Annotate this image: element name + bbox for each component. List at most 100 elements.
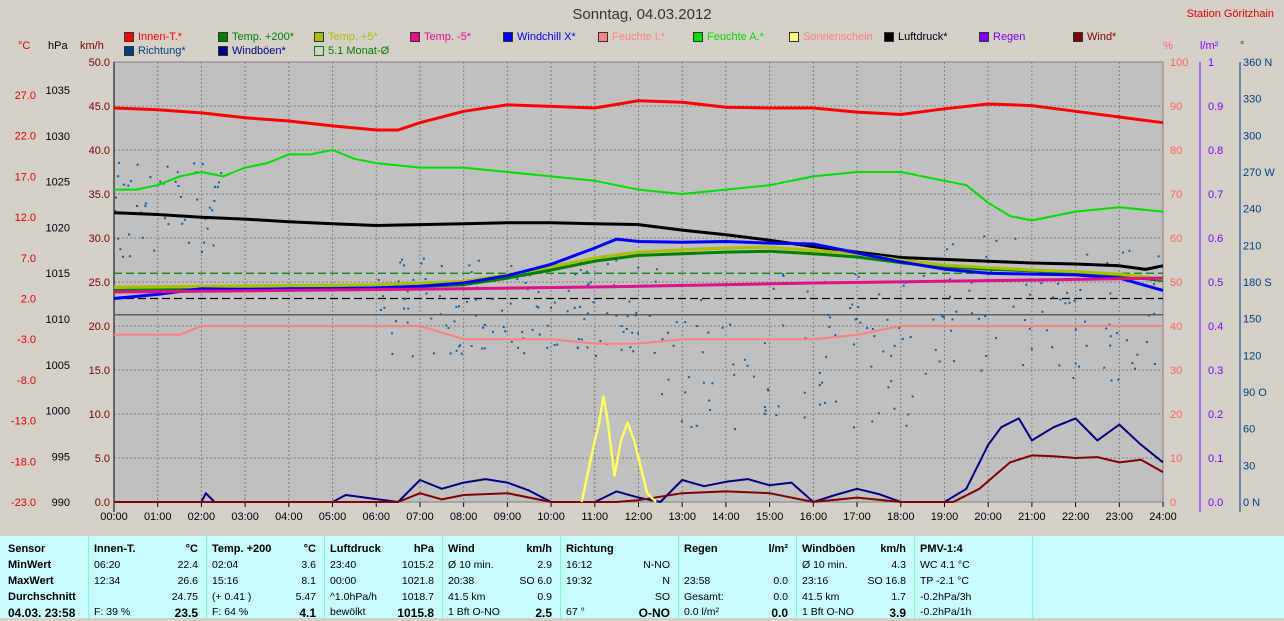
direction-point <box>767 389 770 392</box>
dir-tick-label: 270 W <box>1243 167 1275 179</box>
footer-cell-value: 1015.2 <box>401 559 434 571</box>
direction-point <box>1108 323 1111 326</box>
series-line <box>113 99 1164 132</box>
direction-point <box>149 176 152 179</box>
direction-point <box>655 268 658 271</box>
x-tick-label: 09:00 <box>494 511 522 523</box>
direction-point <box>948 295 951 298</box>
x-tick-label: 01:00 <box>144 511 172 523</box>
direction-point <box>994 336 997 339</box>
direction-point <box>546 324 549 327</box>
direction-point <box>1045 329 1048 332</box>
direction-point <box>1115 332 1118 335</box>
direction-point <box>181 222 184 225</box>
direction-point <box>535 305 538 308</box>
direction-point <box>502 326 505 329</box>
footer-cell-value: 4.1 <box>299 606 316 620</box>
direction-point <box>1157 255 1160 258</box>
legend-item: Sonnenschein <box>789 31 873 43</box>
direction-point <box>763 406 766 409</box>
direction-point <box>684 391 687 394</box>
footer-col-pmv: PMV-1:4 WC 4.1 °C TP -2.1 °C -0.2hPa/3h -0.2… <box>914 536 1033 618</box>
direction-point <box>772 287 775 290</box>
direction-point <box>216 186 219 189</box>
rain-tick-label: 0.5 <box>1208 277 1223 289</box>
series-line <box>114 454 1164 503</box>
direction-point <box>127 184 130 187</box>
footer-col-header: Wind <box>448 543 475 555</box>
direction-point <box>1121 251 1124 254</box>
direction-point <box>206 227 209 230</box>
legend-item: Windchill X* <box>503 31 576 43</box>
row-label-avg: Durchschnitt <box>8 591 76 603</box>
press-tick-label: 1020 <box>46 222 70 234</box>
direction-point <box>687 376 690 379</box>
legend-swatch <box>789 32 799 42</box>
direction-point <box>403 298 406 301</box>
direction-point <box>203 241 206 244</box>
direction-point <box>586 312 589 315</box>
direction-point <box>825 355 828 358</box>
footer-cell-label: Ø 10 min. <box>802 559 848 571</box>
direction-point <box>524 281 527 284</box>
wind-tick-label: 0.0 <box>95 497 110 509</box>
footer-cell-value: 3.9 <box>889 606 906 620</box>
direction-point <box>828 316 831 319</box>
direction-point <box>667 331 670 334</box>
x-tick-label: 22:00 <box>1062 511 1090 523</box>
direction-point <box>922 274 925 277</box>
direction-point <box>377 278 380 281</box>
direction-point <box>383 306 386 309</box>
legend-swatch <box>693 32 703 42</box>
direction-point <box>574 273 577 276</box>
direction-point <box>661 338 664 341</box>
hum-tick-label: 40 <box>1170 321 1182 333</box>
direction-point <box>1025 283 1028 286</box>
direction-point <box>406 290 409 293</box>
temp-tick-label: 12.0 <box>15 212 36 224</box>
direction-point <box>122 183 125 186</box>
direction-point <box>455 349 458 352</box>
direction-point <box>702 381 705 384</box>
direction-point <box>1153 283 1156 286</box>
direction-point <box>1131 362 1134 365</box>
footer-cell-value: SO 6.0 <box>519 575 552 587</box>
direction-point <box>654 280 657 283</box>
direction-point <box>859 321 862 324</box>
footer-cell-label: 20:38 <box>448 575 475 587</box>
direction-point <box>907 413 910 416</box>
wind-tick-label: 5.0 <box>95 453 110 465</box>
direction-point <box>855 317 858 320</box>
rain-tick-label: 0.3 <box>1208 365 1223 377</box>
footer-cell-label: 41.5 km <box>802 591 840 603</box>
direction-point <box>852 343 855 346</box>
direction-point <box>523 352 526 355</box>
direction-point <box>873 335 876 338</box>
direction-point <box>1030 347 1033 350</box>
footer-cell-label: F: 39 % <box>94 606 131 618</box>
x-tick-label: 23:00 <box>1106 511 1134 523</box>
footer-cell-value: 22.4 <box>177 559 198 571</box>
direction-point <box>854 273 857 276</box>
wind-tick-label: 50.0 <box>89 57 110 69</box>
x-tick-label: 05:00 <box>319 511 347 523</box>
x-tick-label: 15:00 <box>756 511 784 523</box>
direction-point <box>420 262 423 265</box>
hum-tick-label: 90 <box>1170 101 1182 113</box>
dir-tick-label: 150 <box>1243 314 1261 326</box>
direction-point <box>951 243 954 246</box>
direction-point <box>746 364 749 367</box>
rain-tick-label: 0.9 <box>1208 101 1223 113</box>
direction-point <box>411 355 414 358</box>
x-tick-label: 03:00 <box>231 511 259 523</box>
x-tick-label: 13:00 <box>668 511 696 523</box>
direction-point <box>599 340 602 343</box>
direction-point <box>425 292 428 295</box>
legend-label: Luftdruck* <box>898 31 948 43</box>
x-tick-label: 24:00 <box>1149 511 1177 523</box>
rain-tick-label: 0.7 <box>1208 189 1223 201</box>
legend-swatch <box>979 32 989 42</box>
direction-point <box>648 314 651 317</box>
direction-point <box>729 323 732 326</box>
direction-point <box>625 327 628 330</box>
